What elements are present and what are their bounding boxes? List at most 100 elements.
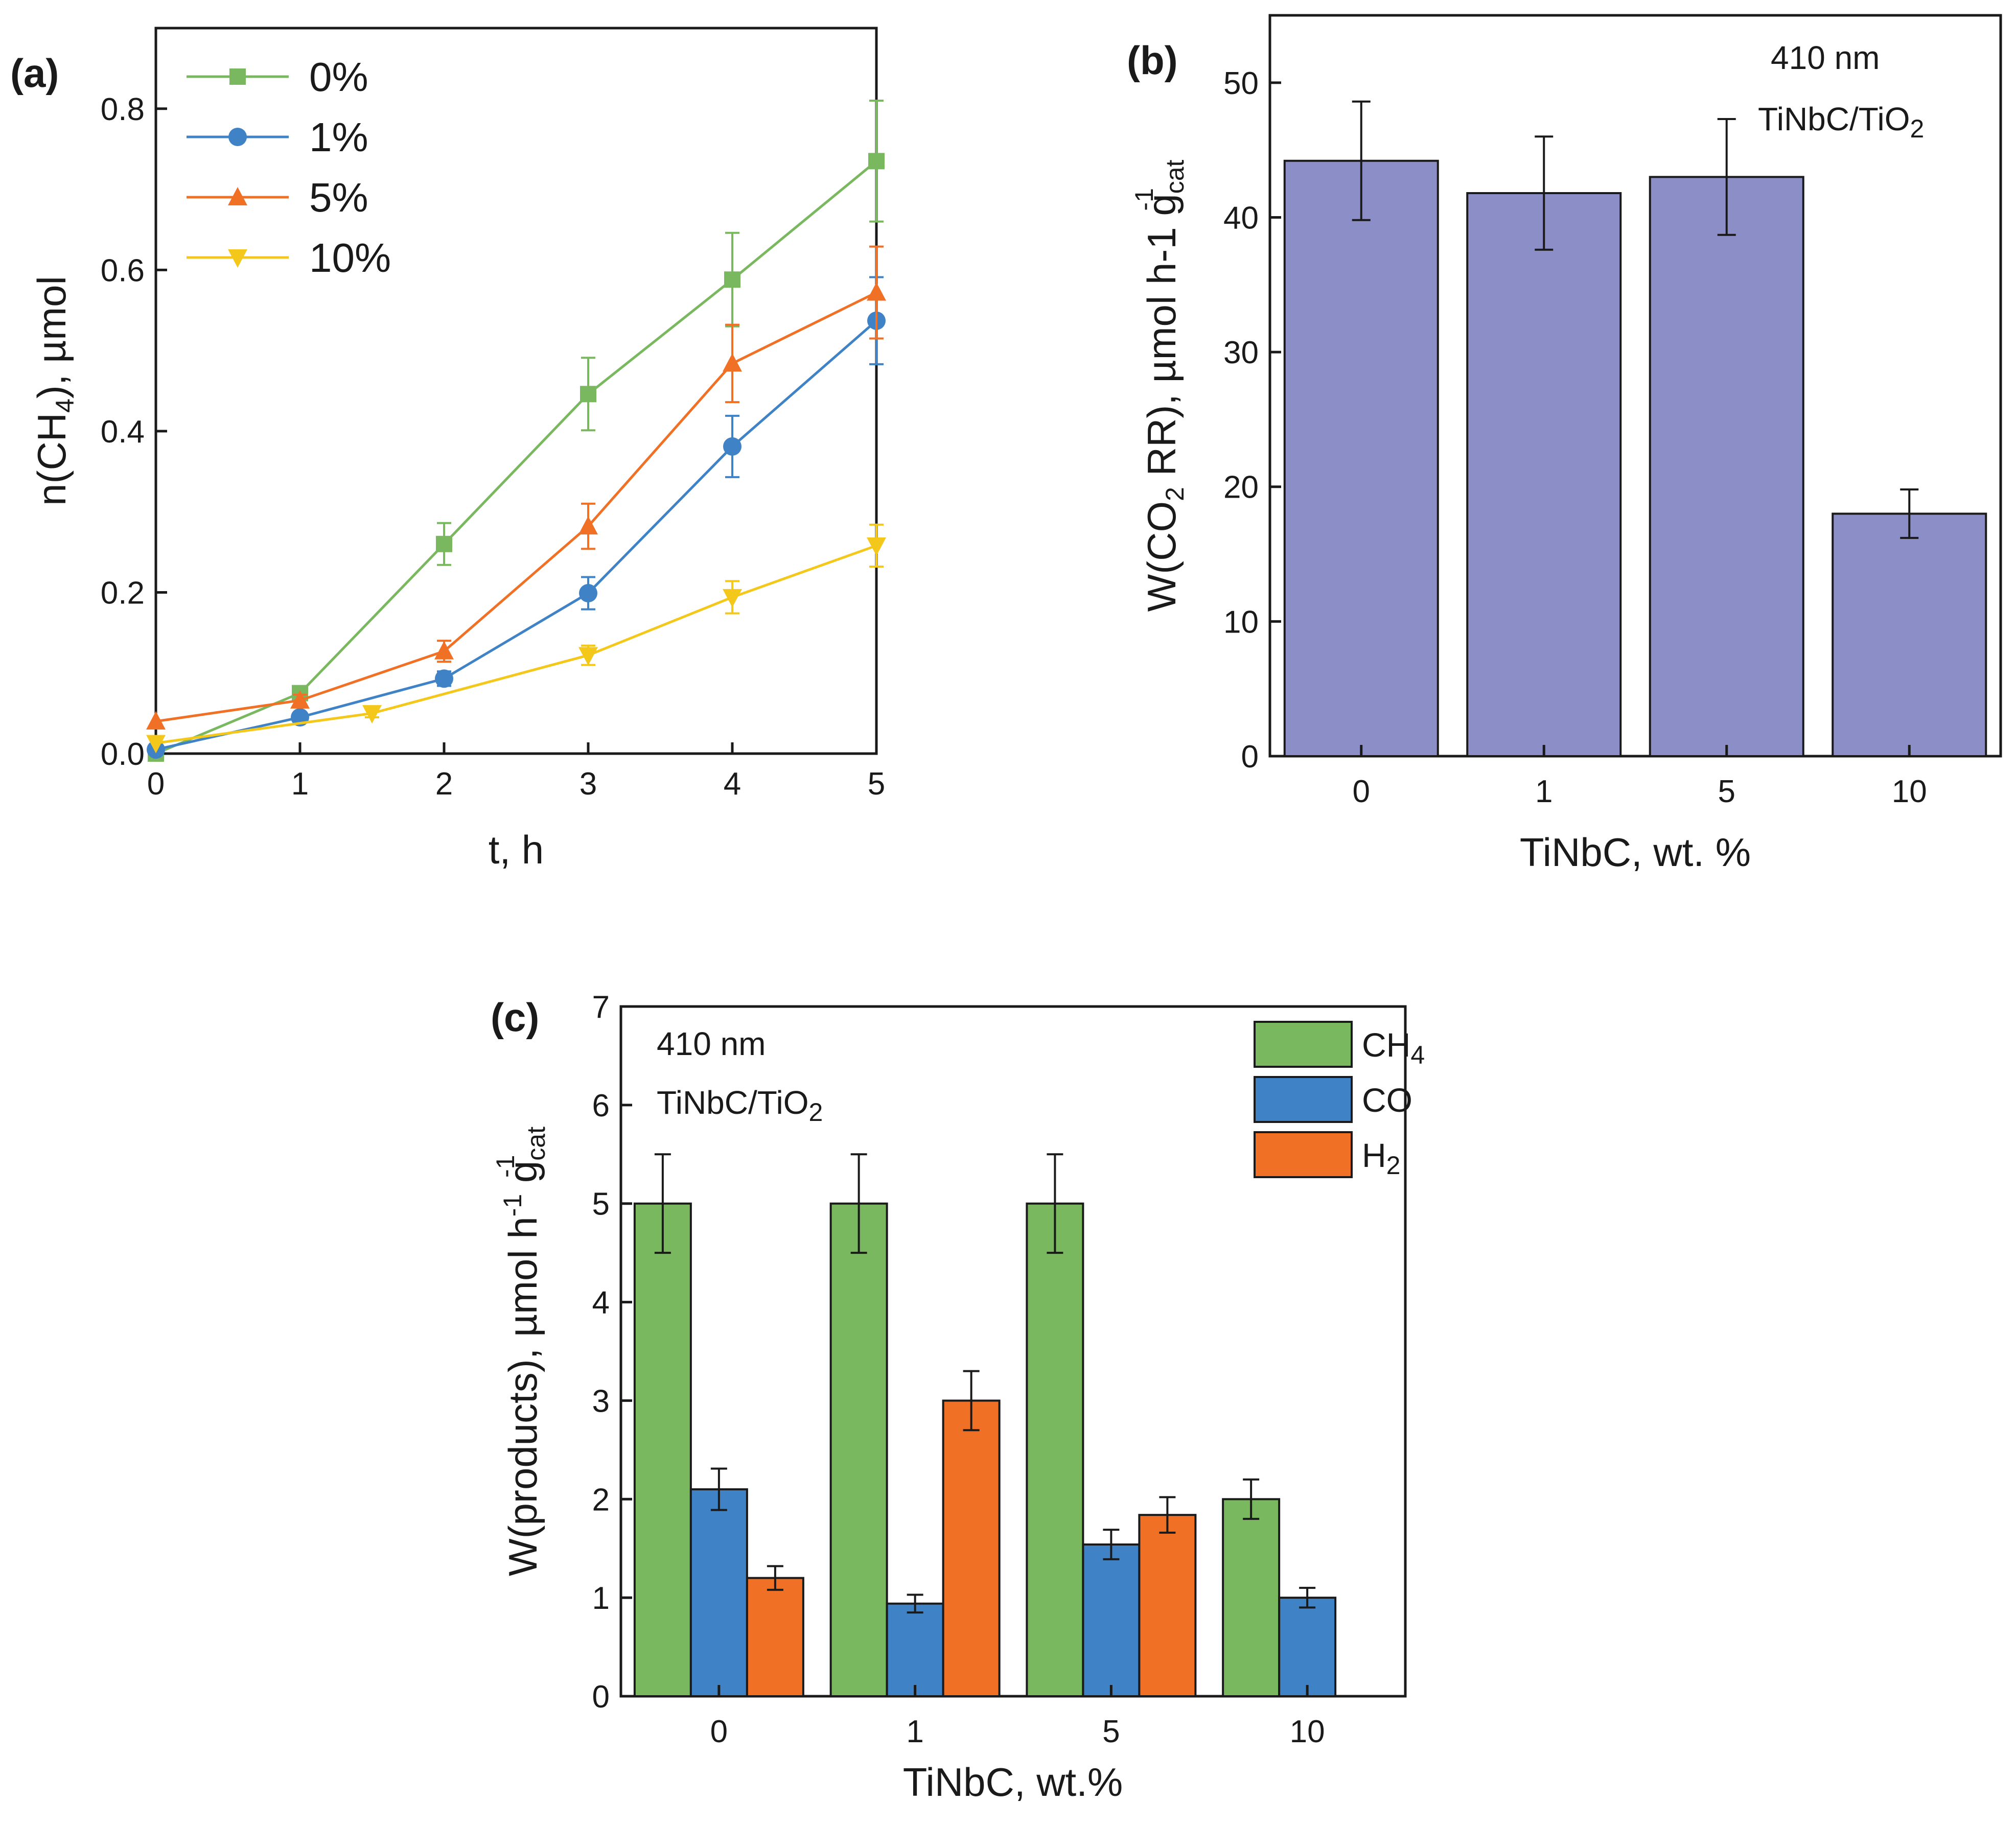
panel-c-legend-swatch-CO — [1254, 1076, 1353, 1123]
panel-a-legend: 0% 1% 5% 10% — [187, 54, 391, 280]
panel-c-legend: CH4 CO H2 — [1254, 1021, 1425, 1180]
panel-b-x-axis-label: TiNbC, wt. % — [1520, 830, 1751, 875]
panel-c-annotation-wavelength: 410 nm — [657, 1025, 766, 1062]
panel-a-y-tick-label: 0.2 — [101, 575, 145, 611]
panel-c-x-tick-label: 10 — [1290, 1714, 1325, 1749]
panel-a-point-0% — [724, 271, 740, 288]
panel-b-bars — [1283, 100, 1987, 757]
panel-b-x-tick-label: 5 — [1718, 774, 1735, 809]
panel-a-plot-frame — [154, 27, 878, 755]
panel-b-plot-frame — [1268, 14, 2002, 758]
panel-c-error-bar-CH4-10 — [1243, 1478, 1260, 1520]
panel-a-point-1% — [435, 669, 453, 688]
panel-c-y-axis-label: W(products), µmol h-1 gcat-1 — [491, 1127, 550, 1576]
panel-b-annotation-wavelength: 410 nm — [1771, 39, 1880, 76]
panel-c-annotation-catalyst: TiNbC/TiO2 — [657, 1084, 823, 1127]
panel-a-line-0% — [155, 160, 877, 755]
panel-c-x-ticks: 0 1 5 10 — [710, 1685, 1325, 1749]
panel-a-x-tick-label: 5 — [868, 766, 885, 802]
panel-c-bar-CH4-0 — [633, 1202, 692, 1698]
panel-a-legend-marker-5% — [228, 187, 247, 205]
panel-c-y-tick-label: 6 — [592, 1088, 610, 1123]
panel-c-legend-label-main: H — [1362, 1136, 1386, 1174]
panel-c-x-tick-label: 1 — [906, 1714, 923, 1749]
panel-b-bar-1 — [1466, 192, 1622, 757]
panel-a-point-0% — [580, 386, 596, 403]
panel-c-bar-CO-10 — [1278, 1597, 1337, 1697]
panel-b-error-bar-10 — [1900, 488, 1919, 539]
panel-a-x-tick-label: 4 — [724, 766, 741, 802]
panel-a-legend-label-1%: 1% — [309, 114, 368, 160]
panel-c-legend-label-H2: H2 — [1362, 1136, 1400, 1180]
panel-b-x-tick-label: 0 — [1353, 774, 1370, 809]
panel-a-legend-label-10%: 10% — [309, 235, 391, 280]
panel-b-bar-5 — [1649, 176, 1804, 757]
panel-c-legend-label-sub: 4 — [1410, 1041, 1425, 1069]
panel-b-bar-10 — [1832, 512, 1987, 757]
panel-a-legend-marker-1% — [228, 128, 247, 146]
panel-a-point-5% — [723, 353, 742, 372]
panel-b-x-tick-label: 10 — [1892, 774, 1927, 809]
panel-a-series — [146, 100, 886, 762]
panel-a-label: (a) — [10, 51, 59, 96]
panel-a-point-0% — [436, 535, 452, 552]
panel-c-error-bar-CO-1 — [907, 1594, 923, 1614]
panel-a-x-ticks: 0 1 2 3 4 5 — [147, 742, 885, 802]
panel-c-error-bar-H2-5 — [1159, 1496, 1176, 1534]
panel-c-legend-label-main: CH — [1362, 1026, 1410, 1064]
panel-c-bars — [633, 1153, 1337, 1698]
panel-a-y-tick-label: 0.8 — [101, 92, 145, 127]
panel-c-y-tick-label: 3 — [592, 1384, 610, 1419]
panel-a-point-5% — [290, 690, 310, 709]
panel-a-x-tick-label: 1 — [291, 766, 309, 802]
panel-a-y-axis-label: n(CH4), µmol — [29, 276, 79, 506]
panel-a-point-10% — [723, 589, 742, 607]
panel-c-error-bar-H2-1 — [963, 1370, 980, 1432]
panel-b-x-tick-label: 1 — [1535, 774, 1552, 809]
panel-a-series-5% — [146, 245, 886, 730]
panel-a-point-1% — [579, 584, 597, 603]
panel-a-point-10% — [578, 647, 598, 666]
panel-a-point-0% — [868, 153, 885, 170]
panel-c-y-tick-label: 2 — [592, 1482, 610, 1517]
panel-a-legend-marker-0% — [229, 68, 246, 85]
panel-a-x-tick-label: 2 — [435, 766, 453, 802]
panel-c-bar-CH4-1 — [829, 1202, 888, 1698]
panel-c-legend-label-CO: CO — [1362, 1081, 1412, 1119]
panel-c-bar-CO-1 — [886, 1602, 944, 1698]
panel-a-line-1% — [155, 319, 877, 751]
panel-c-y-tick-label: 4 — [592, 1285, 610, 1321]
panel-b-y-tick-label: 50 — [1223, 66, 1259, 101]
panel-c-error-bar-H2-0 — [767, 1565, 783, 1591]
panel-b-error-bar-1 — [1535, 135, 1554, 251]
panel-a-point-10% — [867, 537, 886, 556]
panel-c-bar-CH4-5 — [1026, 1202, 1084, 1698]
panel-c-bar-H2-0 — [746, 1577, 804, 1698]
panel-a-point-5% — [578, 516, 598, 535]
panel-b-label: (b) — [1127, 38, 1178, 83]
panel-c-x-tick-label: 0 — [710, 1714, 728, 1749]
panel-a-legend-marker-10% — [228, 249, 247, 268]
panel-c-error-bar-CO-0 — [710, 1467, 727, 1511]
panel-a-y-tick-label: 0.6 — [101, 253, 145, 288]
panel-a-point-5% — [867, 282, 886, 301]
panel-b-y-ticks: 0 10 20 30 40 50 — [1223, 66, 1281, 775]
panel-c-legend-swatch-CH4 — [1254, 1021, 1353, 1068]
panel-a-legend-label-5%: 5% — [309, 175, 368, 220]
panel-b-y-tick-label: 20 — [1223, 470, 1259, 505]
panel-c-y-tick-label: 0 — [592, 1679, 610, 1715]
panel-b-bar-0 — [1283, 159, 1439, 757]
panel-c-bar-CH4-10 — [1222, 1498, 1281, 1697]
panel-b-y-tick-label: 0 — [1241, 739, 1259, 775]
panel-c-error-bar-CH4-0 — [654, 1153, 671, 1254]
panel-c-legend-label-sub: 2 — [1386, 1151, 1401, 1180]
panel-c-label: (c) — [491, 995, 539, 1040]
panel-b-y-axis-label: W(CO2 RR), µmol h-1 gcat-1 — [1130, 159, 1189, 612]
panel-c-error-bar-CH4-5 — [1047, 1153, 1063, 1254]
panel-a-point-10% — [362, 705, 382, 724]
panel-c-bar-H2-5 — [1138, 1514, 1197, 1697]
panel-c-bar-CO-0 — [689, 1488, 748, 1697]
panel-c-error-bar-CO-5 — [1103, 1529, 1120, 1560]
